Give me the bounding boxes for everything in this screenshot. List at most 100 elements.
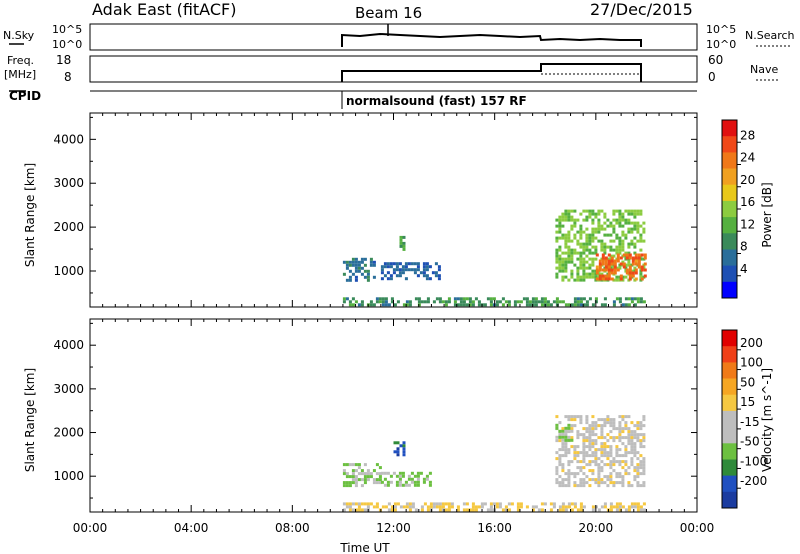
power-cell <box>389 265 393 269</box>
power-cell <box>366 269 370 273</box>
velocity-cell <box>642 445 646 449</box>
velocity-cell <box>558 433 562 437</box>
velocity-cell <box>567 460 571 464</box>
velocity-cell <box>612 427 616 431</box>
power-cell <box>389 262 393 266</box>
velocity-cell <box>615 460 619 464</box>
power-cell <box>453 297 457 301</box>
velocity-cell <box>642 433 646 437</box>
velocity-cell <box>357 472 361 476</box>
velocity-cell <box>401 474 405 478</box>
power-cell <box>579 236 583 240</box>
power-cell <box>579 224 583 228</box>
power-cell <box>354 266 358 270</box>
velocity-ytick-label: 2000 <box>53 426 84 440</box>
velocity-cbar-segment <box>722 443 737 460</box>
power-cell <box>357 266 361 270</box>
power-cell <box>600 248 604 252</box>
nave-tick-top: 60 <box>708 53 723 67</box>
power-cell <box>567 209 571 213</box>
power-cell <box>627 303 631 307</box>
velocity-cell <box>390 505 394 509</box>
velocity-cell <box>642 463 646 467</box>
velocity-cell <box>600 466 604 470</box>
velocity-cell <box>426 508 430 512</box>
power-cell <box>637 265 641 269</box>
power-cell <box>573 251 577 255</box>
power-cell <box>564 239 568 243</box>
power-cell <box>612 254 616 258</box>
power-cell <box>558 254 562 258</box>
power-cell <box>395 268 399 272</box>
velocity-cell <box>555 469 559 473</box>
velocity-cell <box>624 472 628 476</box>
velocity-cell <box>600 448 604 452</box>
velocity-cell <box>633 433 637 437</box>
velocity-ytick-label: 1000 <box>53 469 84 483</box>
power-cell <box>416 268 420 272</box>
velocity-cell <box>594 463 598 467</box>
power-cell <box>633 245 637 249</box>
power-cell <box>555 297 559 301</box>
power-cell <box>540 297 544 301</box>
velocity-cell <box>570 438 574 442</box>
power-cell <box>588 266 592 270</box>
power-cell <box>613 268 617 272</box>
velocity-cell <box>561 435 565 439</box>
velocity-cell <box>603 418 607 422</box>
velocity-cell <box>567 463 571 467</box>
power-cell <box>582 257 586 261</box>
velocity-region <box>342 502 646 512</box>
velocity-cell <box>425 474 429 478</box>
power-cell <box>639 300 643 304</box>
power-cell <box>630 227 634 231</box>
velocity-cell <box>351 478 355 482</box>
power-cell <box>570 215 574 219</box>
power-cell <box>637 253 641 257</box>
power-cell <box>501 297 505 301</box>
power-cell <box>570 303 574 307</box>
power-cell <box>582 269 586 273</box>
power-ytick-label: 1000 <box>53 264 84 278</box>
power-cell <box>417 300 421 304</box>
nsearch-label: N.Search <box>745 29 795 42</box>
power-cell <box>621 278 625 282</box>
velocity-cell <box>570 424 574 428</box>
power-cell <box>393 303 397 307</box>
power-cell <box>591 303 595 307</box>
velocity-cbar-tick-label: -200 <box>740 474 767 488</box>
power-cell <box>357 263 361 267</box>
velocity-cell <box>369 502 373 506</box>
time-xlabel: Time UT <box>339 541 390 554</box>
power-cell <box>392 271 396 275</box>
power-cell <box>598 259 602 263</box>
velocity-cell <box>636 505 640 509</box>
velocity-cell <box>498 505 502 509</box>
velocity-cell <box>404 483 408 487</box>
power-cell <box>558 257 562 261</box>
velocity-cell <box>447 505 451 509</box>
velocity-cell <box>438 505 442 509</box>
power-cell <box>453 303 457 307</box>
velocity-cell <box>489 502 493 506</box>
velocity-cell <box>582 427 586 431</box>
velocity-cell <box>597 481 601 485</box>
velocity-cell <box>447 508 451 512</box>
power-cell <box>607 277 611 281</box>
velocity-cell <box>410 477 414 481</box>
velocity-cell <box>456 505 460 509</box>
velocity-cell <box>627 430 631 434</box>
velocity-cell <box>615 481 619 485</box>
power-cbar-segment <box>722 168 737 186</box>
velocity-cell <box>570 472 574 476</box>
power-cell <box>618 236 622 240</box>
power-cell <box>631 262 635 266</box>
power-cell <box>585 260 589 264</box>
power-cell <box>603 297 607 301</box>
power-cell <box>372 260 376 264</box>
velocity-cell <box>627 505 631 509</box>
power-cbar-tick-label: 8 <box>740 240 748 254</box>
velocity-cell <box>396 502 400 506</box>
velocity-cell <box>567 505 571 509</box>
